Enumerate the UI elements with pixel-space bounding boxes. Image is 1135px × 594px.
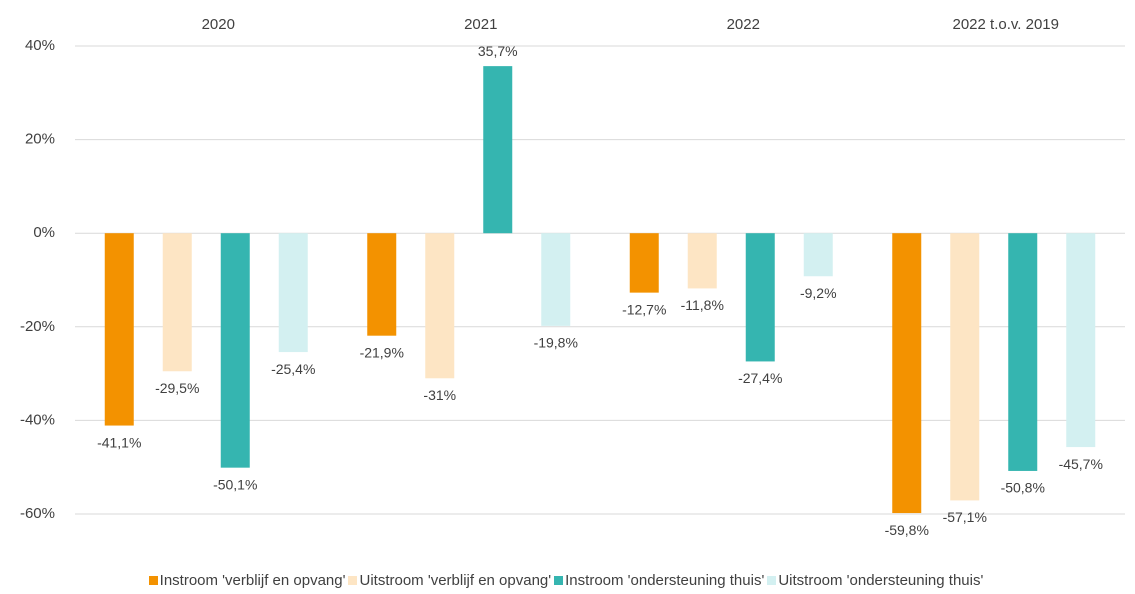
bar [1008,233,1038,471]
y-tick-label: -40% [20,411,55,428]
y-tick-label: 0% [33,224,55,241]
x-category-label: 2022 [727,16,760,33]
legend-label: Instroom 'ondersteuning thuis' [565,572,765,589]
bar [950,233,980,501]
bar [425,233,455,379]
y-tick-label: -60% [20,505,55,522]
value-label: -19,8% [534,335,578,351]
value-label: -11,8% [681,297,724,313]
bar [220,233,250,468]
legend-swatch [767,576,777,585]
legend-label: Uitstroom 'verblijf en opvang' [359,572,552,589]
bar [1066,233,1096,448]
bar [687,233,717,289]
bar [803,233,833,277]
value-label: -31% [423,387,456,403]
bar [104,233,134,426]
y-tick-label: 20% [25,131,55,148]
value-label: -9,2% [800,285,837,301]
legend-item: Uitstroom 'verblijf en opvang' [348,572,551,589]
value-label: -50,8% [1001,480,1045,496]
bar [483,66,513,234]
legend-label: Instroom 'verblijf en opvang' [159,572,346,589]
legend-item: Instroom 'ondersteuning thuis' [554,572,764,589]
legend-swatch [554,576,564,585]
x-category-label: 2020 [202,16,235,33]
x-category-label: 2021 [464,16,497,33]
value-label: -57,1% [943,509,987,525]
value-label: -50,1% [213,476,257,492]
value-label: -25,4% [271,361,315,377]
value-label: -12,7% [622,301,666,317]
value-label: 35,7% [478,43,518,59]
bar [745,233,775,362]
legend-swatch [148,576,158,585]
bar [278,233,308,353]
value-label: -45,7% [1059,456,1103,472]
bar [892,233,922,514]
value-label: -27,4% [738,370,782,386]
legend: Instroom 'verblijf en opvang' Uitstroom '… [0,572,1135,589]
bar [367,233,397,336]
value-label: -41,1% [97,434,141,450]
y-tick-label: 40% [25,37,55,54]
value-label: -21,9% [360,344,404,360]
legend-label: Uitstroom 'ondersteuning thuis' [778,572,984,589]
legend-item: Instroom 'verblijf en opvang' [148,572,346,589]
value-label: -29,5% [155,380,199,396]
legend-swatch [348,576,358,585]
bar [629,233,659,293]
chart: -60% -40% -20% 0% 20% 40% 2020 -41,1% -29,5% -50,… [20,16,1125,538]
y-tick-label: -20% [20,318,55,335]
x-category-label: 2022 t.o.v. 2019 [953,16,1059,33]
bar [541,233,571,326]
bar [162,233,192,372]
legend-item: Uitstroom 'ondersteuning thuis' [767,572,983,589]
value-label: -59,8% [885,522,929,538]
